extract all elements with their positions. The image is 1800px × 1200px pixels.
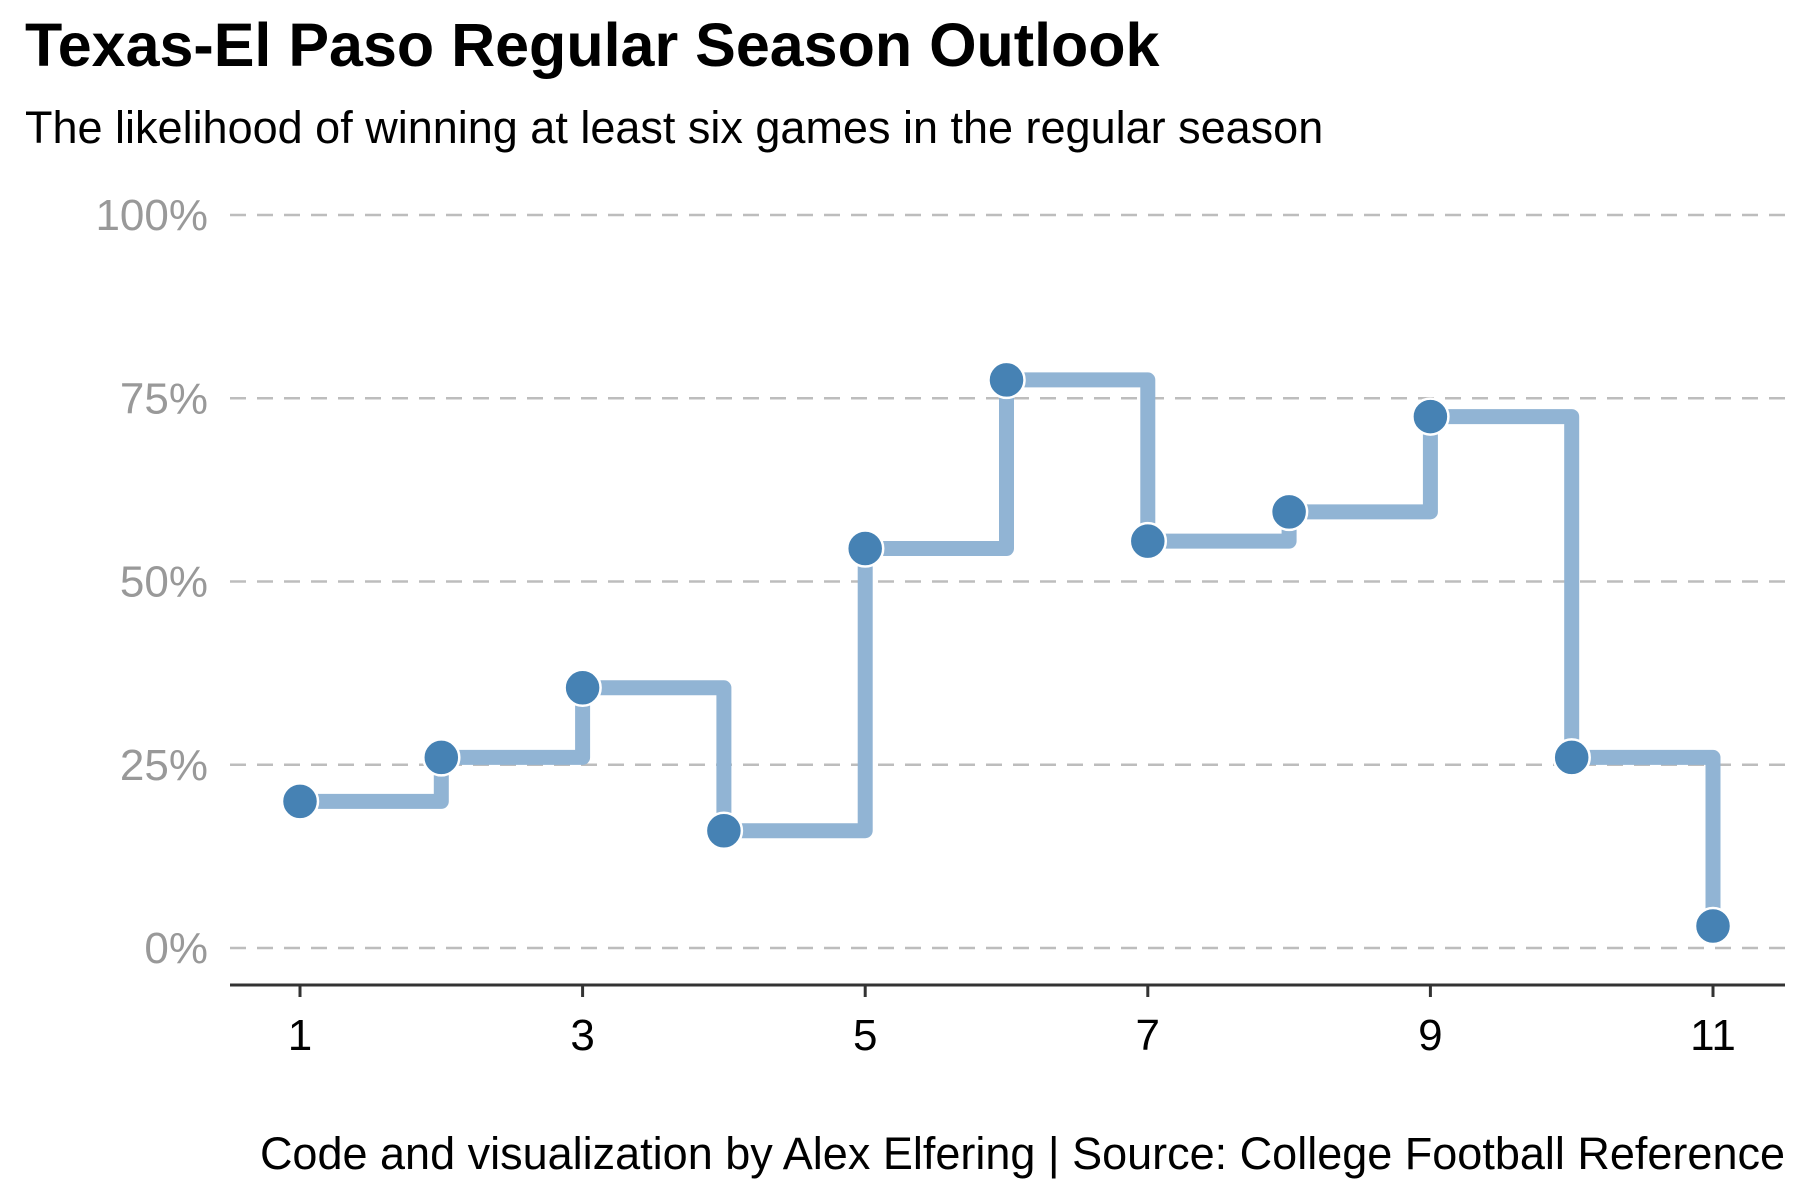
y-tick-label: 100% [95,191,208,240]
x-tick-label: 11 [1690,1011,1736,1060]
data-point [1269,492,1309,532]
data-point [1693,906,1733,946]
x-tick-label: 3 [570,1011,594,1060]
data-points [280,360,1733,946]
x-tick-label: 9 [1418,1011,1442,1060]
data-point [280,782,320,821]
y-tick-label: 50% [120,558,208,607]
chart-caption: Code and visualization by Alex Elfering … [259,1128,1785,1179]
step-line [292,372,1721,934]
y-tick-label: 75% [120,374,208,423]
data-point [1128,521,1168,561]
data-point [987,360,1026,400]
x-axis-ticks: 1 3 5 7 9 11 [288,985,1736,1060]
x-tick-label: 5 [853,1011,877,1060]
x-tick-label: 7 [1136,1011,1160,1060]
chart-title: Texas-El Paso Regular Season Outlook [25,11,1160,79]
data-point [422,738,461,777]
data-point [1552,738,1591,777]
data-point [1411,397,1450,436]
data-point [563,668,602,708]
y-axis-ticks: 0% 25% 50% 75% 100% [95,191,208,973]
step-line-series [292,372,1721,934]
y-tick-label: 0% [144,924,208,973]
data-point [704,811,744,850]
y-tick-label: 25% [120,741,208,790]
data-point [845,529,885,568]
gridlines [230,213,1785,950]
x-tick-label: 1 [288,1011,312,1060]
chart-subtitle: The likelihood of winning at least six g… [25,102,1324,153]
